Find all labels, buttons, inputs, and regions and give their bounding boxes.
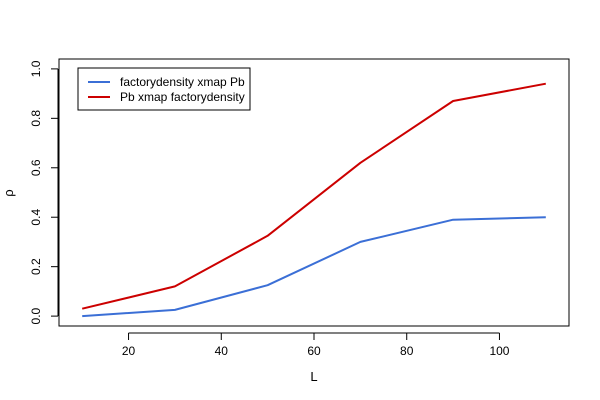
legend-label-series-1: factorydensity xmap Pb xyxy=(120,75,245,89)
series-line-1 xyxy=(82,216,546,318)
series-layer xyxy=(81,82,546,318)
y-tick-label: 0.4 xyxy=(29,209,43,226)
x-tick-label: 80 xyxy=(400,344,414,358)
legend-label-series-2: Pb xmap factorydensity xyxy=(120,90,245,104)
x-tick-label: 100 xyxy=(489,344,509,358)
legend: factorydensity xmap Pb Pb xmap factoryde… xyxy=(77,67,251,111)
y-tick-label: 0.0 xyxy=(29,307,43,324)
y-tick-label: 0.8 xyxy=(29,110,43,127)
x-axis-label: L xyxy=(310,369,317,384)
y-tick-label: 1.0 xyxy=(29,60,43,77)
plot-frame xyxy=(58,58,570,327)
y-tick-label: 0.6 xyxy=(29,159,43,176)
x-tick-label: 20 xyxy=(122,344,136,358)
series-line-2 xyxy=(81,82,546,310)
y-tick-label: 0.2 xyxy=(29,258,43,275)
x-tick-label: 60 xyxy=(307,344,321,358)
y-axis-label: ρ xyxy=(1,189,16,196)
x-tick-label: 40 xyxy=(215,344,229,358)
y-axis: 0.0 0.2 0.4 0.6 0.8 1.0 xyxy=(29,60,59,324)
legend-box xyxy=(77,67,251,111)
x-axis: 20 40 60 80 100 xyxy=(122,332,510,358)
